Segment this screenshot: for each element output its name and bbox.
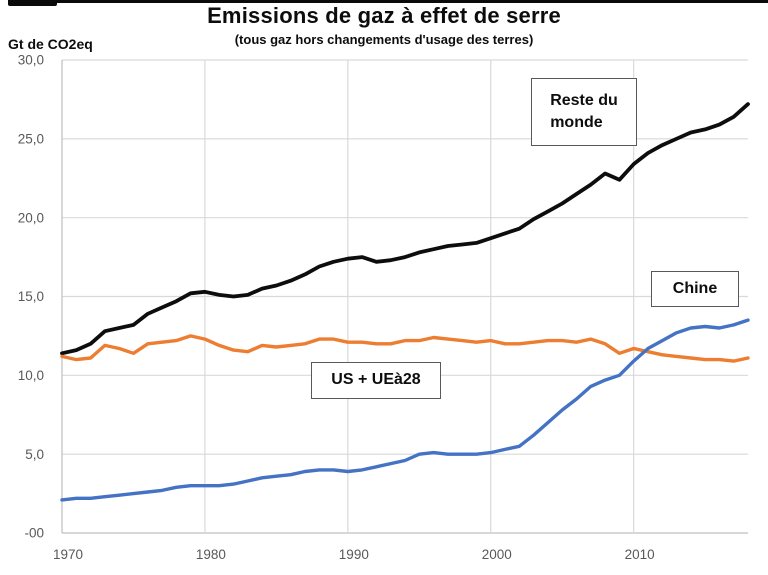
annotation-reste-text: Reste du monde	[550, 91, 618, 131]
chart-header: Emissions de gaz à effet de serre (tous …	[0, 2, 768, 47]
y-tick-label: 25,0	[18, 132, 44, 147]
x-tick-label: 1990	[339, 547, 369, 562]
top-edge-artifact-blob	[8, 0, 57, 6]
x-tick-label: 1970	[53, 547, 83, 562]
annotation-reste-du-monde: Reste du monde	[531, 78, 637, 146]
annotation-us-ue28-text: US + UEà28	[331, 371, 421, 389]
y-tick-label: 30,0	[18, 53, 44, 68]
chart-subtitle: (tous gaz hors changements d'usage des t…	[234, 31, 534, 47]
annotation-us-ue28: US + UEà28	[311, 362, 441, 399]
y-tick-label: 5,0	[25, 447, 44, 462]
y-tick-label: 10,0	[18, 368, 44, 383]
series-line-us-ue-28	[60, 334, 750, 363]
y-axis-unit-label: Gt de CO2eq	[8, 36, 93, 52]
x-tick-label: 1980	[196, 547, 226, 562]
y-tick-label: 15,0	[18, 289, 44, 304]
annotation-chine: Chine	[651, 271, 739, 307]
y-tick-label: -00	[24, 526, 44, 541]
top-edge-artifact-bar	[8, 0, 768, 3]
y-tick-label: 20,0	[18, 210, 44, 225]
annotation-chine-text: Chine	[672, 279, 718, 297]
series-line-chine	[60, 318, 750, 502]
series-line-reste-du-monde	[60, 102, 750, 356]
chart-title: Emissions de gaz à effet de serre	[207, 3, 561, 28]
x-tick-label: 2010	[625, 547, 655, 562]
x-tick-label: 2000	[482, 547, 512, 562]
